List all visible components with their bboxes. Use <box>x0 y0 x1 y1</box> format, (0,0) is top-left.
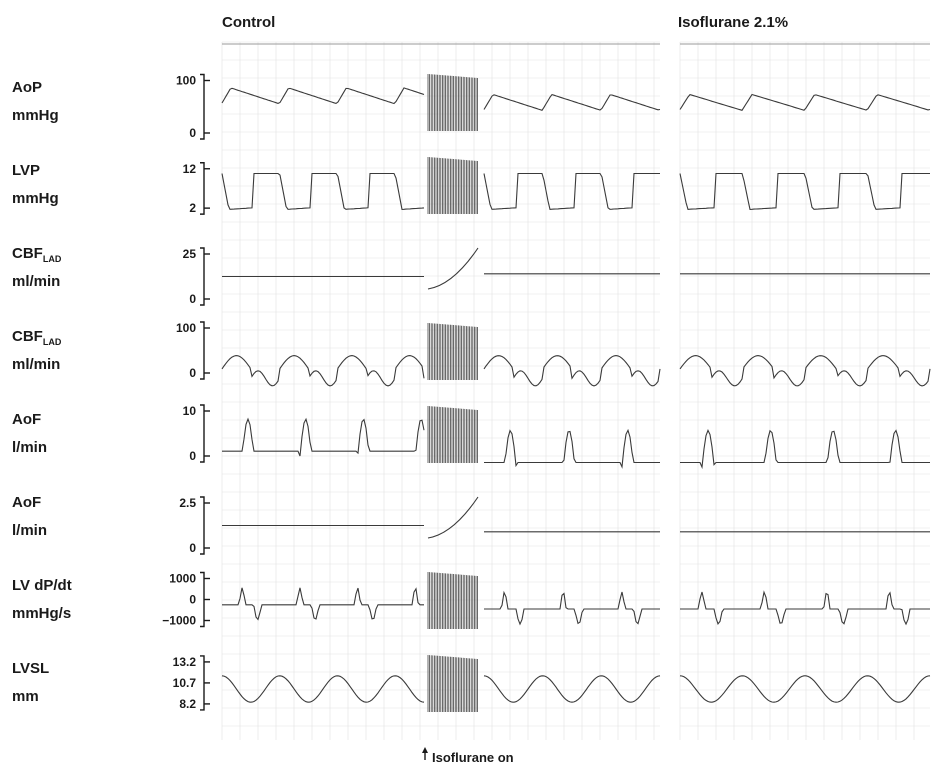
channel-label: LV dP/dt <box>12 577 72 594</box>
channel-label: CBFLAD <box>12 245 62 264</box>
tick-label: 0 <box>189 449 196 463</box>
channel-label: LVP <box>12 162 40 179</box>
axis-bracket <box>200 162 205 215</box>
waveform-trace <box>222 587 424 621</box>
waveform-trace <box>679 93 931 111</box>
waveform-trace <box>221 675 425 703</box>
channel-label: LVSL <box>12 660 49 677</box>
channel-unit: ml/min <box>12 273 60 290</box>
channel-unit: mmHg/s <box>12 605 71 622</box>
waveform-trace <box>221 87 425 105</box>
channel-unit: ml/min <box>12 356 60 373</box>
channel-label: AoP <box>12 79 42 96</box>
waveform-trace <box>483 675 661 703</box>
waveform-trace <box>484 428 660 469</box>
waveform-trace <box>680 590 930 626</box>
burst-ramp <box>427 496 479 539</box>
tick-label: 100 <box>176 74 196 88</box>
channel-unit: mmHg <box>12 107 59 124</box>
axis-bracket <box>200 247 205 306</box>
tick-label: 0 <box>189 292 196 306</box>
tick-label: 8.2 <box>179 697 196 711</box>
axis-bracket <box>200 321 205 380</box>
tick-label: 25 <box>183 247 197 261</box>
waveform-trace <box>483 172 660 210</box>
channel-unit: mm <box>12 688 39 705</box>
channel-subscript: LAD <box>43 337 62 347</box>
axis-bracket <box>200 73 205 140</box>
waveform-trace <box>222 417 425 457</box>
waveform-trace <box>679 675 931 703</box>
tick-label: 2.5 <box>179 496 196 510</box>
tick-label: 0 <box>189 541 196 555</box>
tick-label: 10.7 <box>173 676 197 690</box>
panel-title-control: Control <box>222 14 275 31</box>
channel-subscript: LAD <box>43 254 62 264</box>
channel-labels: AoPmmHg1000LVPmmHg122CBFLADml/min250CBFL… <box>12 74 210 711</box>
waveform-trace <box>483 93 661 111</box>
arrow-head-icon <box>422 747 428 753</box>
isoflurane-on-marker: Isoflurane on <box>422 747 514 765</box>
tick-label: 12 <box>183 162 197 176</box>
waveform-trace <box>679 172 930 210</box>
traces <box>221 74 931 712</box>
tick-label: 0 <box>189 126 196 140</box>
paper-grid <box>221 41 930 740</box>
channel-label: AoF <box>12 494 41 511</box>
tick-label: 10 <box>183 404 197 418</box>
panel-title-isoflurane: Isoflurane 2.1% <box>678 14 788 31</box>
axis-bracket <box>200 404 205 463</box>
axis-bracket <box>200 655 205 711</box>
axis-bracket <box>200 571 205 628</box>
tick-label: −1000 <box>162 614 196 628</box>
tick-label: 1000 <box>169 572 196 586</box>
channel-label: AoF <box>12 411 41 428</box>
burst-ramp <box>427 247 479 290</box>
tick-label: 2 <box>189 201 196 215</box>
channel-label: CBFLAD <box>12 328 62 347</box>
tick-label: 0 <box>189 366 196 380</box>
tick-label: 13.2 <box>173 655 197 669</box>
channel-unit: mmHg <box>12 190 59 207</box>
isoflurane-on-label: Isoflurane on <box>432 750 514 765</box>
waveform-trace <box>221 355 425 387</box>
waveform-trace <box>483 355 661 387</box>
axis-bracket <box>200 496 205 555</box>
waveform-trace <box>680 429 930 470</box>
waveform-trace <box>679 355 931 387</box>
tick-label: 0 <box>189 593 196 607</box>
waveform-trace <box>484 590 660 626</box>
tick-label: 100 <box>176 321 196 335</box>
waveform-trace <box>221 172 425 210</box>
channel-unit: l/min <box>12 522 47 539</box>
channel-unit: l/min <box>12 439 47 456</box>
